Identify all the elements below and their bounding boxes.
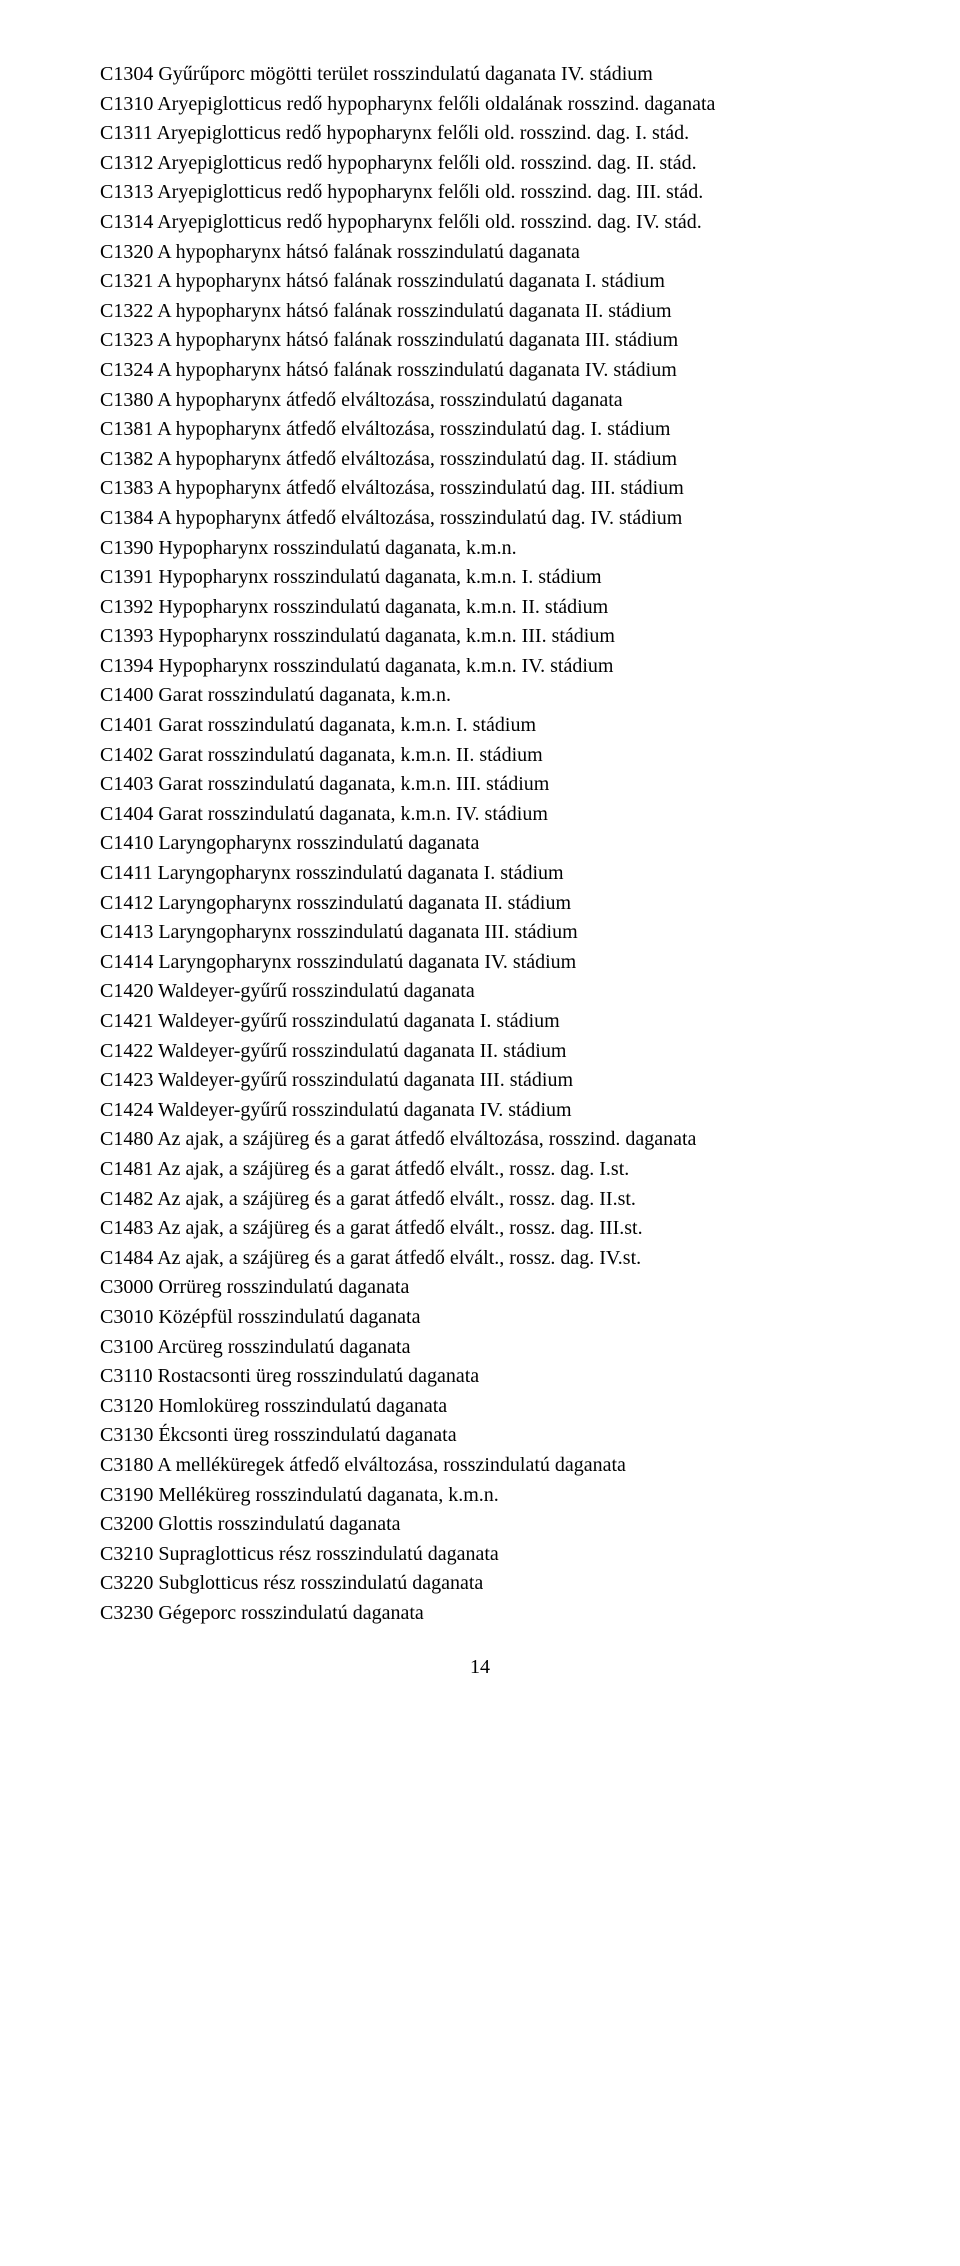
- code-line: C3100 Arcüreg rosszindulatú daganata: [100, 1333, 860, 1363]
- code-line: C1484 Az ajak, a szájüreg és a garat átf…: [100, 1244, 860, 1274]
- code-line: C3120 Homloküreg rosszindulatú daganata: [100, 1392, 860, 1422]
- code-line: C1383 A hypopharynx átfedő elváltozása, …: [100, 474, 860, 504]
- code-line: C1312 Aryepiglotticus redő hypopharynx f…: [100, 149, 860, 179]
- code-line: C3230 Gégeporc rosszindulatú daganata: [100, 1599, 860, 1629]
- code-line: C1381 A hypopharynx átfedő elváltozása, …: [100, 415, 860, 445]
- code-line: C3130 Ékcsonti üreg rosszindulatú dagana…: [100, 1421, 860, 1451]
- code-line: C3220 Subglotticus rész rosszindulatú da…: [100, 1569, 860, 1599]
- code-line: C1412 Laryngopharynx rosszindulatú dagan…: [100, 889, 860, 919]
- code-line: C1320 A hypopharynx hátsó falának rosszi…: [100, 238, 860, 268]
- code-line: C1390 Hypopharynx rosszindulatú daganata…: [100, 534, 860, 564]
- code-line: C1380 A hypopharynx átfedő elváltozása, …: [100, 386, 860, 416]
- code-line: C1482 Az ajak, a szájüreg és a garat átf…: [100, 1185, 860, 1215]
- code-line: C1384 A hypopharynx átfedő elváltozása, …: [100, 504, 860, 534]
- code-line: C1403 Garat rosszindulatú daganata, k.m.…: [100, 770, 860, 800]
- code-line: C1402 Garat rosszindulatú daganata, k.m.…: [100, 741, 860, 771]
- code-line: C1424 Waldeyer-gyűrű rosszindulatú dagan…: [100, 1096, 860, 1126]
- code-line: C1413 Laryngopharynx rosszindulatú dagan…: [100, 918, 860, 948]
- code-line: C3200 Glottis rosszindulatú daganata: [100, 1510, 860, 1540]
- code-line: C1421 Waldeyer-gyűrű rosszindulatú dagan…: [100, 1007, 860, 1037]
- code-line: C1404 Garat rosszindulatú daganata, k.m.…: [100, 800, 860, 830]
- code-line: C1324 A hypopharynx hátsó falának rosszi…: [100, 356, 860, 386]
- code-line: C1481 Az ajak, a szájüreg és a garat átf…: [100, 1155, 860, 1185]
- code-line: C1401 Garat rosszindulatú daganata, k.m.…: [100, 711, 860, 741]
- code-line: C1410 Laryngopharynx rosszindulatú dagan…: [100, 829, 860, 859]
- code-line: C3110 Rostacsonti üreg rosszindulatú dag…: [100, 1362, 860, 1392]
- code-line: C1322 A hypopharynx hátsó falának rosszi…: [100, 297, 860, 327]
- code-line: C1411 Laryngopharynx rosszindulatú dagan…: [100, 859, 860, 889]
- code-line: C3180 A melléküregek átfedő elváltozása,…: [100, 1451, 860, 1481]
- code-line: C1304 Gyűrűporc mögötti terület rosszind…: [100, 60, 860, 90]
- code-line: C1392 Hypopharynx rosszindulatú daganata…: [100, 593, 860, 623]
- code-line: C1311 Aryepiglotticus redő hypopharynx f…: [100, 119, 860, 149]
- code-line: C1323 A hypopharynx hátsó falának rosszi…: [100, 326, 860, 356]
- page-number: 14: [100, 1656, 860, 1679]
- code-line: C1423 Waldeyer-gyűrű rosszindulatú dagan…: [100, 1066, 860, 1096]
- code-line: C1414 Laryngopharynx rosszindulatú dagan…: [100, 948, 860, 978]
- code-line: C1321 A hypopharynx hátsó falának rosszi…: [100, 267, 860, 297]
- code-line: C1480 Az ajak, a szájüreg és a garat átf…: [100, 1125, 860, 1155]
- code-line: C1391 Hypopharynx rosszindulatú daganata…: [100, 563, 860, 593]
- code-line: C1422 Waldeyer-gyűrű rosszindulatú dagan…: [100, 1037, 860, 1067]
- code-line: C1420 Waldeyer-gyűrű rosszindulatú dagan…: [100, 977, 860, 1007]
- code-line: C1393 Hypopharynx rosszindulatú daganata…: [100, 622, 860, 652]
- code-line: C1394 Hypopharynx rosszindulatú daganata…: [100, 652, 860, 682]
- code-line: C3210 Supraglotticus rész rosszindulatú …: [100, 1540, 860, 1570]
- code-line: C1314 Aryepiglotticus redő hypopharynx f…: [100, 208, 860, 238]
- code-line: C3190 Melléküreg rosszindulatú daganata,…: [100, 1481, 860, 1511]
- code-line: C1382 A hypopharynx átfedő elváltozása, …: [100, 445, 860, 475]
- code-line: C1313 Aryepiglotticus redő hypopharynx f…: [100, 178, 860, 208]
- code-line: C3000 Orrüreg rosszindulatú daganata: [100, 1273, 860, 1303]
- code-line: C1400 Garat rosszindulatú daganata, k.m.…: [100, 681, 860, 711]
- code-line: C1310 Aryepiglotticus redő hypopharynx f…: [100, 90, 860, 120]
- code-list: C1304 Gyűrűporc mögötti terület rosszind…: [100, 60, 860, 1628]
- code-line: C1483 Az ajak, a szájüreg és a garat átf…: [100, 1214, 860, 1244]
- document-page: C1304 Gyűrűporc mögötti terület rosszind…: [0, 0, 960, 1719]
- code-line: C3010 Középfül rosszindulatú daganata: [100, 1303, 860, 1333]
